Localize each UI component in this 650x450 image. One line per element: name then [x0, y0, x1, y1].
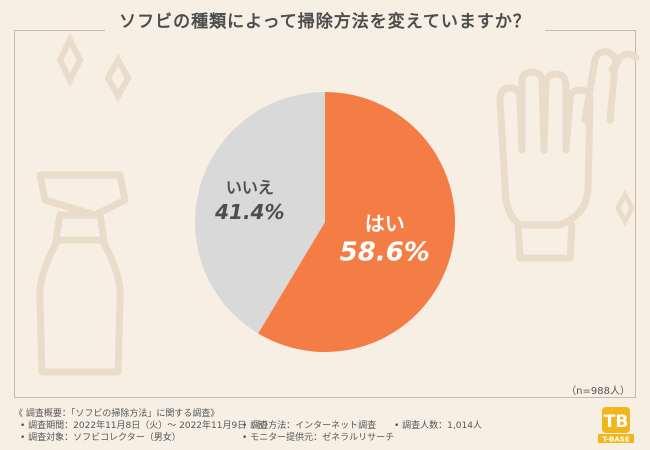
- slice-value-2: 41.4%: [214, 200, 284, 224]
- logo-letters: TB: [604, 412, 629, 432]
- sparkle-icon: [104, 53, 132, 103]
- spray-bottle-icon: [36, 171, 129, 376]
- notes-heading: 《 調査概要：「ソフビの掃除方法」に関する調査》: [14, 409, 220, 419]
- t-base-logo: TB T-BASE: [596, 405, 636, 445]
- sparkle-icon: [615, 189, 635, 227]
- sample-size-label: （n=988人）: [566, 386, 630, 397]
- slice-label-1: はい: [365, 212, 405, 236]
- notes-method: • 調査方法：インターネット調査: [242, 421, 377, 431]
- notes-provider: • モニター提供元：ゼネラルリサーチ: [242, 433, 395, 443]
- pie-slice-2: [195, 92, 325, 334]
- glove-icon: [496, 48, 640, 262]
- notes-count: • 調査人数：1,014人: [394, 421, 482, 431]
- chart-title: ソフビの種類によって掃除方法を変えていますか？: [105, 10, 545, 34]
- logo-text: T-BASE: [602, 436, 629, 444]
- notes-period: • 調査期間：2022年11月8日（火）～ 2022年11月9日（水）: [20, 421, 274, 431]
- slice-value-1: 58.6%: [340, 238, 430, 268]
- pie-slice-1: [258, 92, 456, 352]
- sparkle-icon: [56, 33, 84, 87]
- t-base-logo-mark: TB T-BASE: [598, 407, 634, 444]
- notes-target: • 調査対象：ソフビコレクター（男女）: [20, 433, 181, 443]
- slice-label-2: いいえ: [226, 178, 274, 197]
